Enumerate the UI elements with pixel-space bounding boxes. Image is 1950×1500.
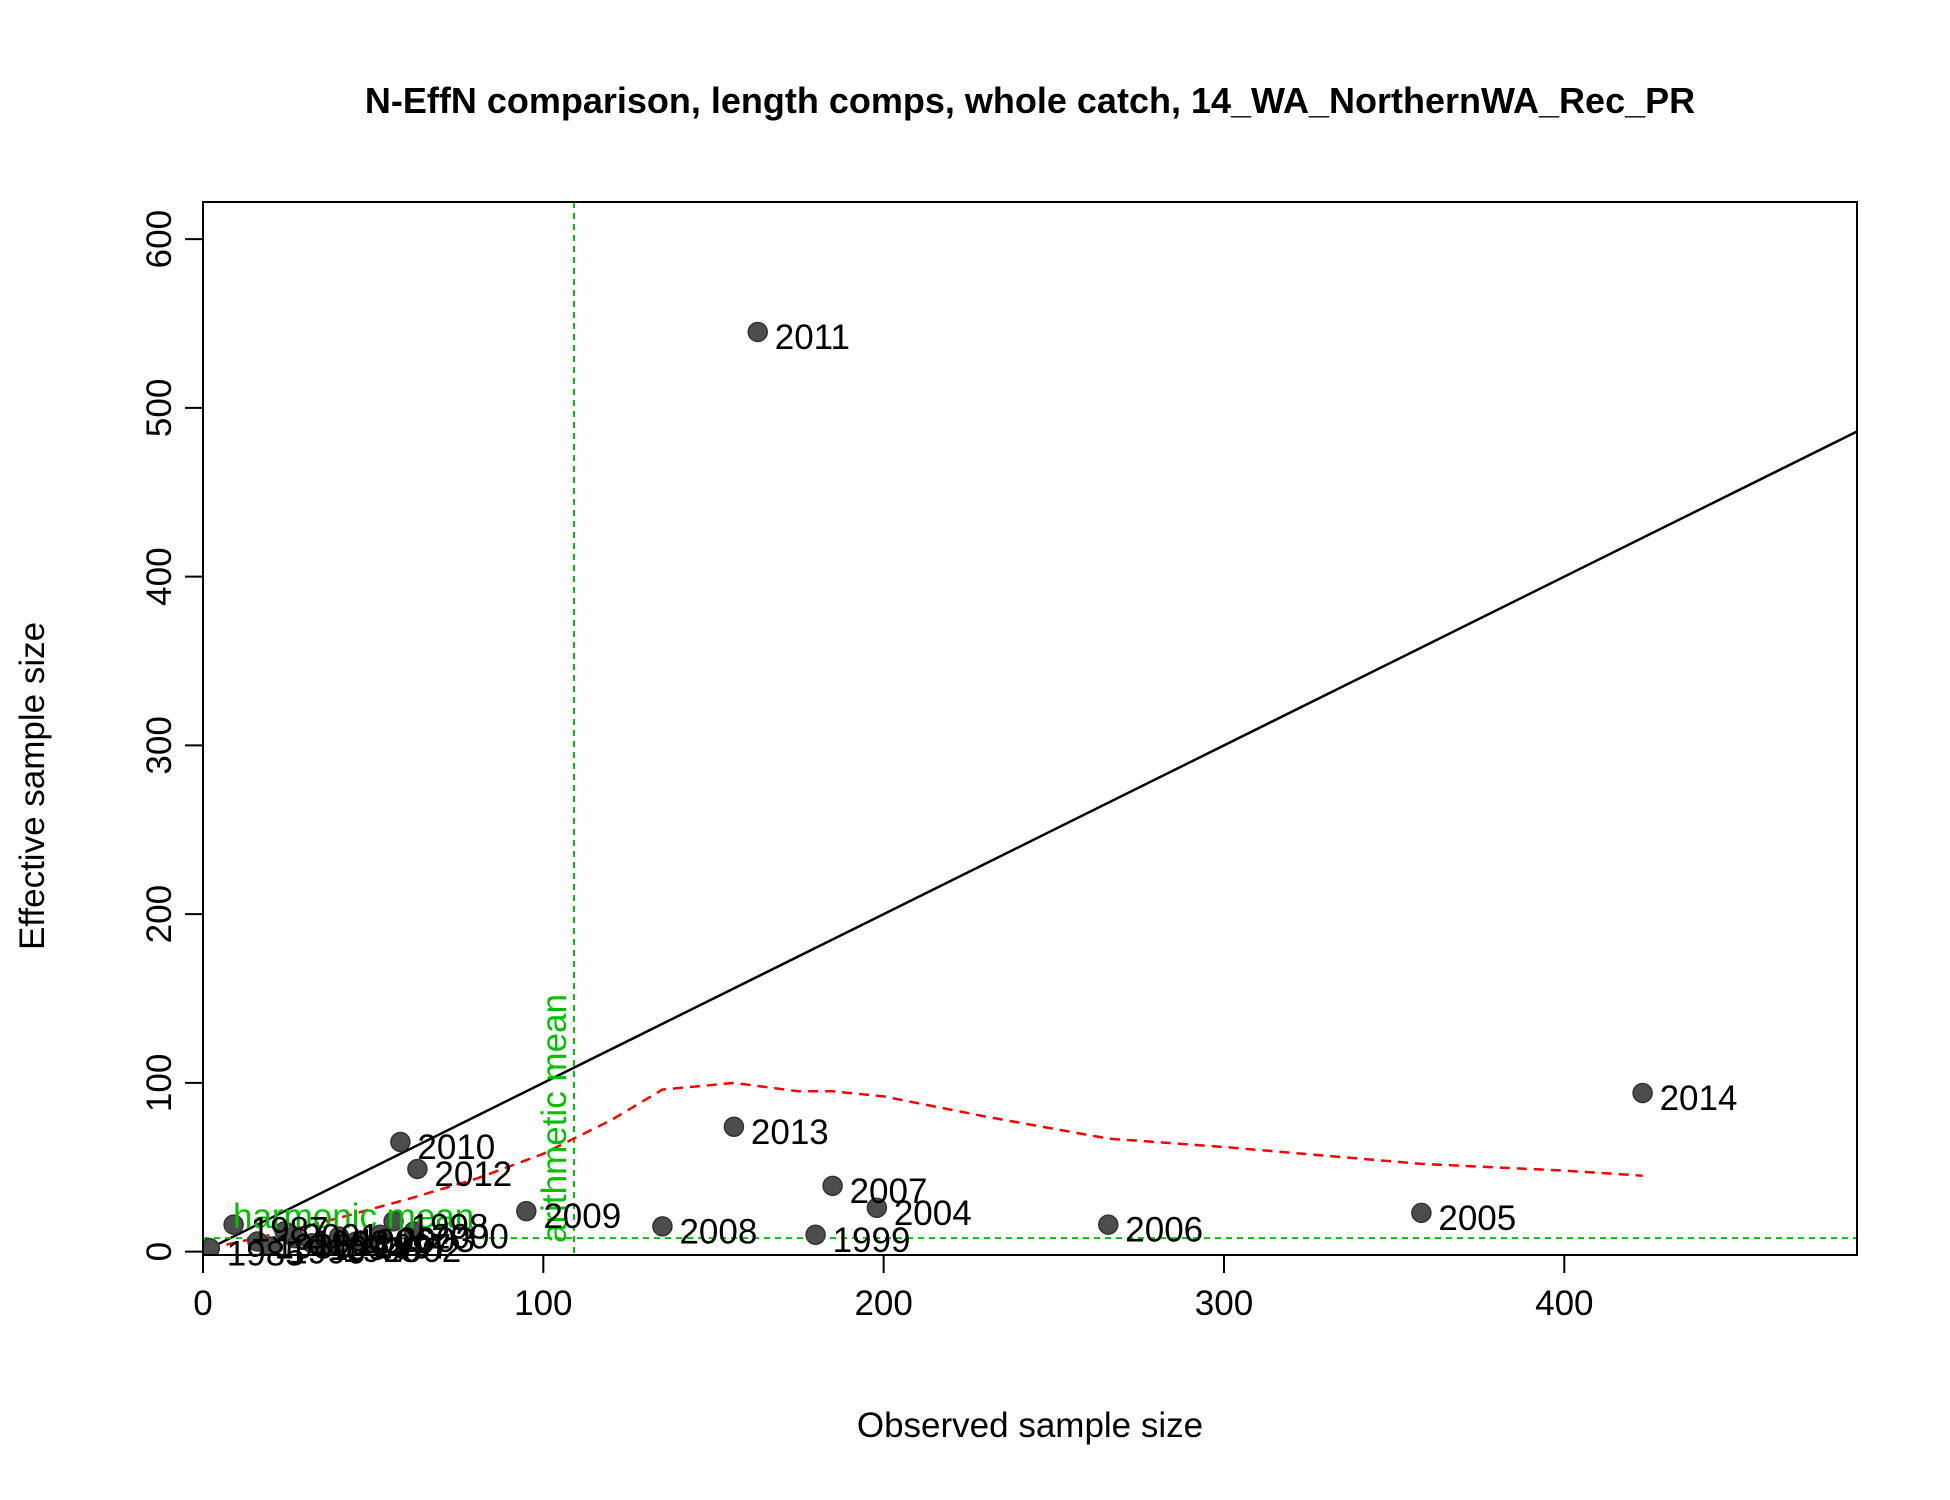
data-point-label-2007: 2007 <box>850 1172 928 1211</box>
data-point-label-1997: 1997 <box>373 1228 451 1267</box>
y-tick-label-100: 100 <box>140 1054 179 1112</box>
x-tick-label-200: 200 <box>854 1284 912 1323</box>
y-tick-label-600: 600 <box>140 210 179 268</box>
data-point-2003 <box>369 1224 391 1245</box>
plot-area <box>203 202 1857 1255</box>
data-point-label-2000: 2000 <box>431 1217 509 1256</box>
x-tick-label-0: 0 <box>193 1284 212 1323</box>
smoother-line <box>209 1081 1643 1250</box>
data-point-2013 <box>723 1116 745 1137</box>
one-to-one-line <box>203 430 1857 1253</box>
data-point-2004 <box>866 1197 888 1218</box>
data-point-label-2005: 2005 <box>1438 1199 1516 1238</box>
data-point-label-1990: 1990 <box>288 1233 366 1272</box>
x-tick-label-300: 300 <box>1195 1284 1253 1323</box>
data-point-label-2011: 2011 <box>775 318 850 357</box>
data-point-2006 <box>1098 1214 1119 1235</box>
y-tick-label-500: 500 <box>140 379 179 437</box>
chart-title: N-EffN comparison, length comps, whole c… <box>365 80 1695 121</box>
data-point-label-2002: 2002 <box>383 1231 461 1270</box>
data-point-2008 <box>652 1216 673 1237</box>
data-point-label-1994: 1994 <box>329 1229 407 1268</box>
data-point-2009 <box>516 1200 537 1222</box>
data-point-label-1996: 1996 <box>356 1222 434 1261</box>
y-tick-label-0: 0 <box>140 1242 179 1261</box>
data-point-label-1999: 1999 <box>833 1221 911 1260</box>
y-axis-label: Effective sample size <box>13 622 52 950</box>
harmonic-mean-label: harmonic mean <box>233 1197 474 1236</box>
data-point-2014 <box>1632 1082 1653 1104</box>
x-tick-label-400: 400 <box>1535 1284 1593 1323</box>
data-point-label-1993: 1993 <box>312 1224 390 1263</box>
data-point-label-2014: 2014 <box>1660 1079 1738 1118</box>
data-point-label-2008: 2008 <box>679 1212 757 1251</box>
y-tick-label-400: 400 <box>140 547 179 605</box>
data-point-label-2004: 2004 <box>894 1194 972 1233</box>
arithmetic-mean-label: arithmetic mean <box>535 994 574 1243</box>
x-axis-label: Observed sample size <box>857 1406 1203 1445</box>
data-point-label-1995: 1995 <box>343 1231 421 1270</box>
x-tick-label-100: 100 <box>514 1284 572 1323</box>
data-point-2001 <box>274 1221 295 1242</box>
data-point-label-2012: 2012 <box>434 1155 512 1194</box>
data-point-2007 <box>822 1175 843 1197</box>
data-point-label-2013: 2013 <box>751 1113 829 1152</box>
data-point-1999 <box>805 1224 826 1245</box>
data-point-label-2009: 2009 <box>543 1197 621 1236</box>
data-point-label-2006: 2006 <box>1125 1211 1203 1250</box>
data-point-2005 <box>1411 1202 1432 1224</box>
data-point-1985 <box>203 1238 221 1255</box>
y-tick-label-300: 300 <box>140 716 179 774</box>
data-point-2010 <box>390 1131 411 1153</box>
data-point-label-1987: 1987 <box>251 1211 329 1250</box>
data-point-2011 <box>747 321 768 343</box>
data-point-1987 <box>223 1214 244 1235</box>
plot-frame <box>202 201 1858 1256</box>
data-point-label-2001: 2001 <box>302 1217 380 1256</box>
data-point-1990 <box>260 1236 282 1255</box>
data-point-label-2010: 2010 <box>417 1128 495 1167</box>
data-point-label-1985: 1985 <box>227 1234 305 1273</box>
data-point-2000 <box>403 1221 425 1242</box>
data-point-label-1986: 1986 <box>274 1228 352 1267</box>
data-point-2012 <box>407 1158 428 1180</box>
data-point-label-2003: 2003 <box>397 1221 475 1260</box>
data-point-label-1998: 1998 <box>411 1207 489 1246</box>
y-tick-label-200: 200 <box>140 885 179 943</box>
data-point-1998 <box>383 1211 404 1232</box>
